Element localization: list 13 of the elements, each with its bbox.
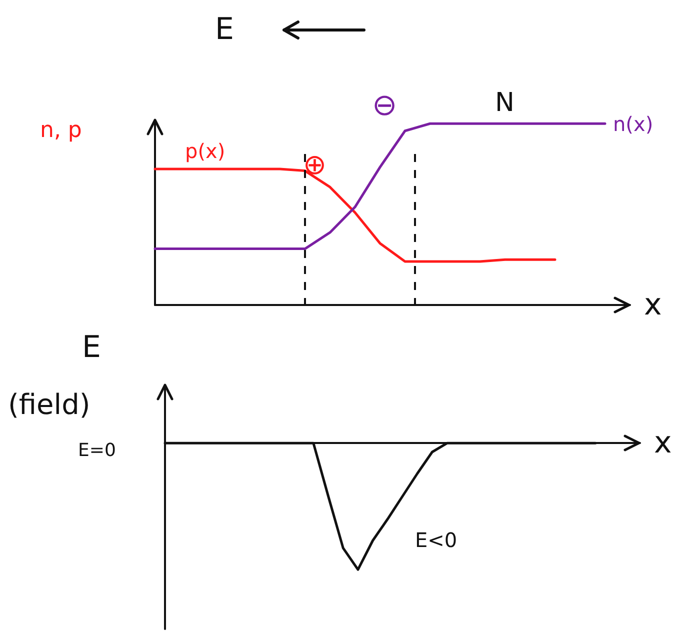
series-label: p(x) — [185, 138, 226, 163]
y-axis-title: (field) — [8, 388, 90, 421]
text: N — [495, 88, 514, 118]
annotation: E<0 — [415, 528, 458, 552]
chart-title: E — [82, 330, 101, 365]
y-axis-title: n, p — [40, 118, 82, 143]
text: E=0 — [78, 440, 116, 461]
text: ⊖ — [372, 88, 398, 123]
x-axis-title: x — [644, 288, 662, 322]
series-label: n(x) — [613, 112, 654, 136]
annotation: ⊕ — [303, 148, 326, 181]
x-axis-title: x — [654, 426, 672, 461]
chart-title: E — [215, 12, 234, 47]
